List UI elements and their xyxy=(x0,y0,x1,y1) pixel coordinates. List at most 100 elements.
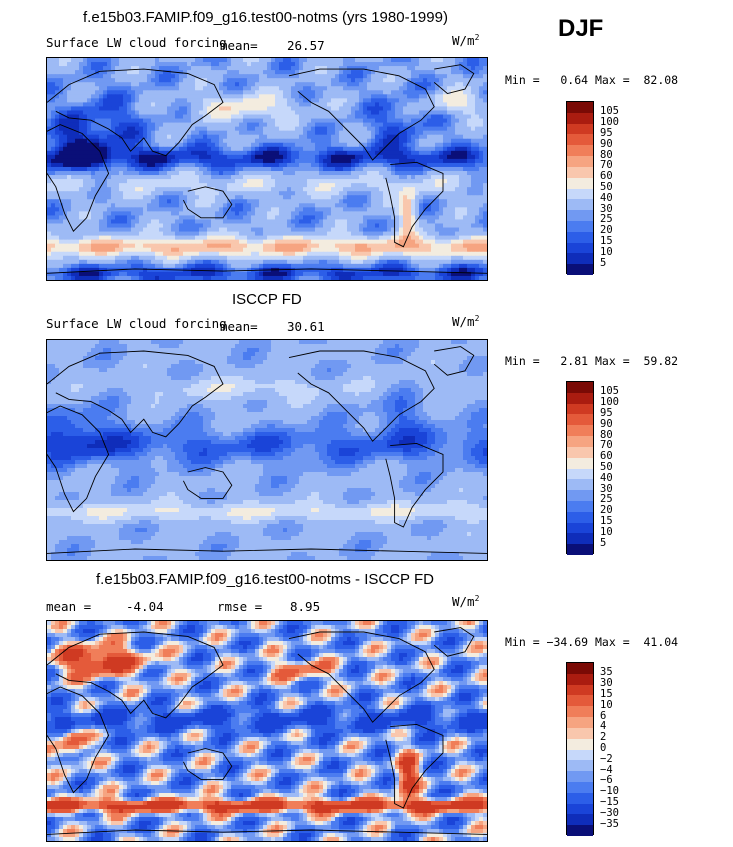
field-cell xyxy=(259,215,264,220)
field-cell xyxy=(471,70,476,75)
field-cell xyxy=(271,219,276,224)
field-cell xyxy=(311,134,316,140)
field-cell xyxy=(367,122,372,128)
field-cell xyxy=(435,102,440,107)
field-cell xyxy=(287,118,292,123)
field-cell xyxy=(279,78,284,83)
field-cell xyxy=(303,90,308,95)
field-cell xyxy=(223,82,228,87)
field-cell xyxy=(187,142,192,148)
field-cell xyxy=(483,150,487,156)
field-cell xyxy=(439,98,444,103)
field-cell xyxy=(155,203,160,208)
field-cell xyxy=(411,114,416,119)
field-cell xyxy=(483,183,487,188)
field-cell xyxy=(255,138,260,144)
field-cell xyxy=(415,142,420,148)
field-cell xyxy=(183,235,188,241)
field-cell xyxy=(323,102,328,107)
field-cell xyxy=(267,106,272,111)
field-cell xyxy=(375,219,380,224)
field-cell xyxy=(163,146,168,152)
field-cell xyxy=(75,58,80,63)
field-cell xyxy=(367,130,372,136)
field-cell xyxy=(443,150,448,156)
field-cell xyxy=(343,134,348,140)
field-cell xyxy=(383,183,388,188)
field-cell xyxy=(219,235,224,241)
field-cell xyxy=(127,114,132,119)
field-cell xyxy=(383,74,388,79)
field-cell xyxy=(351,223,356,228)
field-cell xyxy=(391,118,396,123)
field-cell xyxy=(199,74,204,79)
field-cell xyxy=(143,122,148,128)
field-cell xyxy=(167,183,172,188)
field-cell xyxy=(443,142,448,148)
field-cell xyxy=(467,134,472,140)
field-cell xyxy=(379,175,384,180)
field-cell xyxy=(447,158,452,164)
field-cell xyxy=(287,183,292,188)
field-cell xyxy=(355,227,360,232)
field-cell xyxy=(247,187,252,192)
field-cell xyxy=(87,130,92,136)
field-cell xyxy=(395,70,400,75)
field-cell xyxy=(139,106,144,111)
field-cell xyxy=(195,223,200,228)
field-cell xyxy=(295,118,300,123)
field-cell xyxy=(435,187,440,192)
field-cell xyxy=(403,62,408,67)
field-cell xyxy=(427,187,432,192)
field-cell xyxy=(403,114,408,119)
field-cell xyxy=(211,183,216,188)
field-cell xyxy=(303,219,308,224)
field-cell xyxy=(255,211,260,216)
field-cell xyxy=(187,191,192,196)
field-cell xyxy=(451,199,456,204)
field-cell xyxy=(151,126,156,132)
field-cell xyxy=(179,118,184,123)
field-cell xyxy=(327,94,332,99)
field-cell xyxy=(135,223,140,228)
field-cell xyxy=(239,231,244,236)
field-cell xyxy=(283,110,288,115)
field-cell xyxy=(467,150,472,156)
field-cell xyxy=(339,122,344,128)
field-cell xyxy=(351,98,356,103)
field-cell xyxy=(343,191,348,196)
field-cell xyxy=(143,211,148,216)
field-cell xyxy=(87,134,92,140)
field-cell xyxy=(479,235,484,241)
field-cell xyxy=(411,231,416,236)
field-cell xyxy=(455,58,460,63)
field-cell xyxy=(155,231,160,236)
field-cell xyxy=(311,183,316,188)
field-cell xyxy=(251,191,256,196)
field-cell xyxy=(295,58,300,63)
field-cell xyxy=(371,118,376,123)
field-cell xyxy=(239,126,244,132)
field-cell xyxy=(411,98,416,103)
field-cell xyxy=(287,138,292,144)
field-cell xyxy=(135,235,140,241)
field-cell xyxy=(471,150,476,156)
field-cell xyxy=(471,98,476,103)
field-cell xyxy=(255,118,260,123)
field-cell xyxy=(155,207,160,212)
field-cell xyxy=(471,142,476,148)
field-cell xyxy=(395,175,400,180)
field-cell xyxy=(459,223,464,228)
field-cell xyxy=(451,98,456,103)
field-cell xyxy=(419,122,424,128)
field-cell xyxy=(323,158,328,164)
field-cell xyxy=(223,98,228,103)
field-cell xyxy=(331,203,336,208)
field-cell xyxy=(95,166,100,172)
field-cell xyxy=(463,179,468,184)
field-cell xyxy=(315,199,320,204)
field-cell xyxy=(167,86,172,91)
field-cell xyxy=(403,154,408,160)
field-cell xyxy=(303,175,308,180)
field-cell xyxy=(91,154,96,160)
